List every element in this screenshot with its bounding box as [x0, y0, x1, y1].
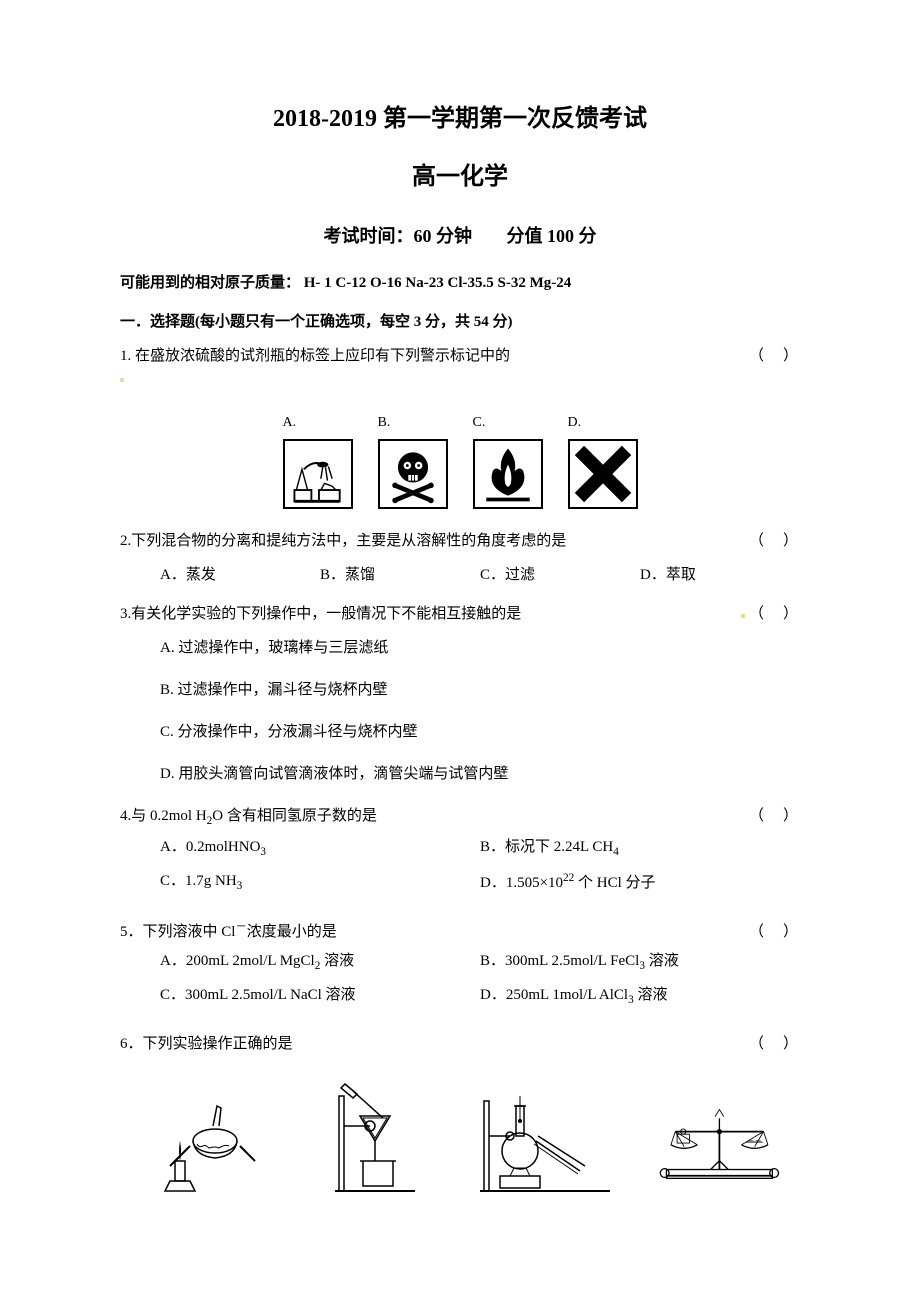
hazard-label-a: A. — [283, 412, 297, 434]
hazard-label-d: D. — [568, 412, 582, 434]
q5-opt-d: D．250mL 1mol/L AlCl3 溶液 — [480, 983, 800, 1009]
q3-text: 3.有关化学实验的下列操作中，一般情况下不能相互接触的是 — [120, 602, 741, 626]
hazard-item-d: D. — [568, 412, 638, 509]
answer-paren: （ ） — [749, 920, 800, 944]
exam-score: 分值 100 分 — [507, 226, 597, 246]
title-main: 2018-2019 第一学期第一次反馈考试 — [120, 100, 800, 138]
hazard-item-b: B. — [378, 412, 448, 509]
harmful-icon — [568, 439, 638, 509]
q2-text: 2.下列混合物的分离和提纯方法中，主要是从溶解性的角度考虑的是 — [120, 529, 749, 553]
title-sub: 高一化学 — [120, 158, 800, 196]
q2-opt-d: D．萃取 — [640, 563, 800, 587]
q4-text: 4.与 0.2mol H2O 含有相同氢原子数的是 — [120, 804, 749, 830]
q3-opt-b: B. 过滤操作中，漏斗径与烧杯内壁 — [160, 678, 800, 702]
q1-text: 1. 在盛放浓硫酸的试剂瓶的标签上应印有下列警示标记中的 — [120, 344, 749, 368]
marker-icon — [120, 378, 124, 382]
q3-opt-a: A. 过滤操作中，玻璃棒与三层滤纸 — [160, 636, 800, 660]
exam-info: 考试时间：60 分钟 分值 100 分 — [120, 222, 800, 251]
q5-opt-b: B．300mL 2.5mol/L FeCl3 溶液 — [480, 949, 800, 975]
answer-paren: （ ） — [749, 804, 800, 828]
toxic-icon — [378, 439, 448, 509]
answer-paren: （ ） — [749, 1032, 800, 1056]
q2-opt-c: C．过滤 — [480, 563, 640, 587]
marker-icon — [741, 614, 745, 618]
question-2: 2.下列混合物的分离和提纯方法中，主要是从溶解性的角度考虑的是 （ ） A．蒸发… — [120, 529, 800, 587]
q5-opt-c: C．300mL 2.5mol/L NaCl 溶液 — [160, 983, 480, 1009]
atomic-mass: 可能用到的相对原子质量： H- 1 C-12 O-16 Na-23 Cl-35.… — [120, 271, 800, 295]
corrosive-icon — [283, 439, 353, 509]
hazard-item-c: C. — [473, 412, 543, 509]
q3-opt-d: D. 用胶头滴管向试管滴液体时，滴管尖端与试管内壁 — [160, 762, 800, 786]
q4-opt-c: C．1.7g NH3 — [160, 869, 480, 895]
experiment-c-distillation-icon — [470, 1076, 620, 1196]
q4-opt-b: B．标况下 2.24L CH4 — [480, 835, 800, 861]
question-4: 4.与 0.2mol H2O 含有相同氢原子数的是 （ ） A．0.2molHN… — [120, 804, 800, 903]
hazard-label-b: B. — [378, 412, 391, 434]
hazard-label-c: C. — [473, 412, 486, 434]
experiment-row — [120, 1076, 800, 1196]
q2-opt-b: B．蒸馏 — [320, 563, 480, 587]
hazard-row: A. B. — [120, 412, 800, 509]
experiment-d-balance-icon — [640, 1076, 790, 1196]
q3-opt-c: C. 分液操作中，分液漏斗径与烧杯内壁 — [160, 720, 800, 744]
question-3: 3.有关化学实验的下列操作中，一般情况下不能相互接触的是 （ ） A. 过滤操作… — [120, 602, 800, 786]
q5-text: 5．下列溶液中 Cl－浓度最小的是 — [120, 918, 749, 944]
q2-opt-a: A．蒸发 — [160, 563, 320, 587]
question-6: 6．下列实验操作正确的是 （ ） — [120, 1032, 800, 1196]
section-header: 一．选择题(每小题只有一个正确选项，每空 3 分，共 54 分) — [120, 310, 800, 334]
answer-paren: （ ） — [749, 344, 800, 368]
q4-opt-a: A．0.2molHNO3 — [160, 835, 480, 861]
exam-time: 考试时间：60 分钟 — [324, 226, 473, 246]
experiment-a-heating-icon — [130, 1076, 280, 1196]
flammable-icon — [473, 439, 543, 509]
answer-paren: （ ） — [749, 529, 800, 553]
question-5: 5．下列溶液中 Cl－浓度最小的是 （ ） A．200mL 2mol/L MgC… — [120, 918, 800, 1017]
q5-opt-a: A．200mL 2mol/L MgCl2 溶液 — [160, 949, 480, 975]
experiment-b-filtration-icon — [300, 1076, 450, 1196]
hazard-item-a: A. — [283, 412, 353, 509]
q6-text: 6．下列实验操作正确的是 — [120, 1032, 749, 1056]
q4-opt-d: D．1.505×1022 个 HCl 分子 — [480, 869, 800, 895]
question-1: 1. 在盛放浓硫酸的试剂瓶的标签上应印有下列警示标记中的 （ ） A. B. — [120, 344, 800, 509]
answer-paren: （ ） — [749, 602, 800, 626]
